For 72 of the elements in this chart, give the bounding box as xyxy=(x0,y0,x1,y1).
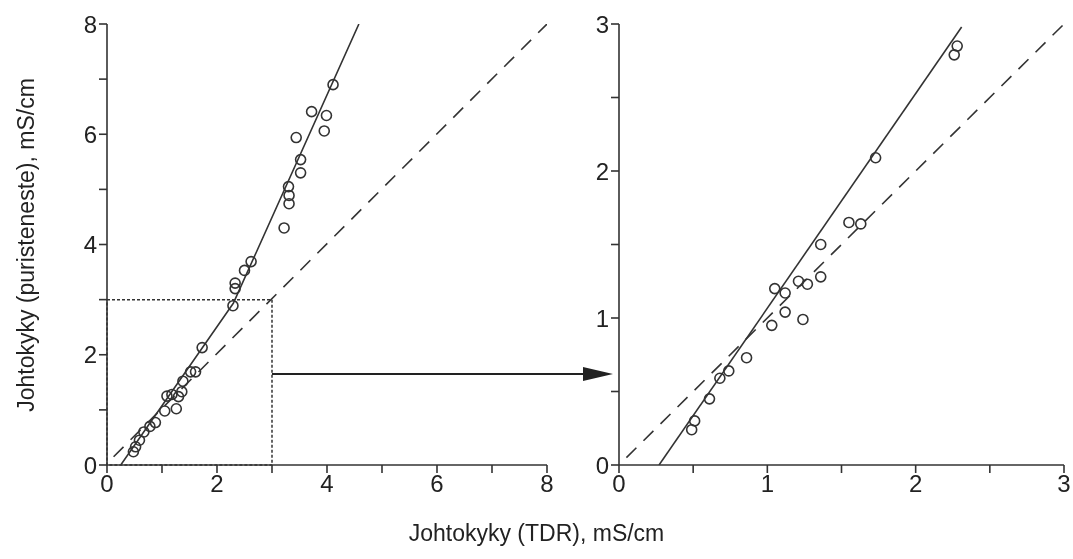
point xyxy=(177,375,189,388)
y-axis-title: Johtokyky (puristeneste), mS/cm xyxy=(12,77,40,412)
x-tick-label: 1 xyxy=(760,470,775,498)
y-tick-label: 2 xyxy=(595,157,609,185)
point xyxy=(144,420,156,433)
point xyxy=(792,275,805,288)
point xyxy=(278,222,290,234)
point xyxy=(814,271,827,283)
point xyxy=(283,189,295,202)
point xyxy=(294,153,307,166)
point xyxy=(948,49,961,61)
point xyxy=(176,385,188,398)
point xyxy=(779,287,791,299)
y-tick-label: 0 xyxy=(595,451,609,479)
point xyxy=(172,390,185,403)
point xyxy=(245,255,257,268)
y-tick-label: 1 xyxy=(595,304,609,332)
point xyxy=(305,105,318,118)
point xyxy=(196,341,208,354)
y-tick-label: 6 xyxy=(83,120,97,148)
point xyxy=(703,393,716,405)
point xyxy=(765,319,778,332)
x-tick-label: 2 xyxy=(908,470,923,498)
point xyxy=(189,366,202,378)
point xyxy=(229,277,241,289)
point xyxy=(688,415,701,427)
x-tick-label: 0 xyxy=(100,470,114,498)
y-tick-label: 2 xyxy=(83,341,97,369)
x-tick-label: 3 xyxy=(1057,470,1071,498)
point xyxy=(138,426,150,438)
y-tick-label: 3 xyxy=(595,10,609,38)
point xyxy=(768,282,781,295)
point xyxy=(951,40,963,52)
y-tick-label: 0 xyxy=(83,451,97,479)
point xyxy=(283,197,295,210)
y-tick-label: 4 xyxy=(83,231,97,259)
point xyxy=(282,180,295,193)
point xyxy=(843,216,855,229)
point xyxy=(149,416,162,429)
point xyxy=(318,125,331,137)
y-tick-label: 8 xyxy=(83,10,97,38)
point xyxy=(801,278,814,290)
point xyxy=(814,238,827,251)
point xyxy=(294,167,307,179)
point xyxy=(685,423,698,436)
point xyxy=(714,372,726,385)
x-tick-label: 0 xyxy=(612,470,626,498)
point xyxy=(779,306,791,318)
point xyxy=(133,434,146,446)
x-tick-label: 2 xyxy=(210,470,224,498)
point xyxy=(170,402,183,415)
point xyxy=(238,264,251,277)
point xyxy=(290,131,302,144)
point xyxy=(854,218,867,230)
point xyxy=(184,366,197,378)
x-tick-label: 6 xyxy=(430,470,444,498)
point xyxy=(229,282,241,295)
point xyxy=(722,365,735,377)
point xyxy=(869,151,882,164)
point xyxy=(161,390,173,402)
point xyxy=(227,299,239,312)
x-tick-label: 4 xyxy=(320,470,334,498)
point xyxy=(158,405,171,417)
point xyxy=(327,78,339,91)
x-tick-label: 8 xyxy=(540,470,554,498)
point xyxy=(166,388,178,401)
point xyxy=(129,441,142,453)
x-axis-title: Johtokyky (TDR), mS/cm xyxy=(407,520,666,547)
point xyxy=(797,313,809,326)
point xyxy=(127,445,140,458)
point xyxy=(740,351,753,364)
point xyxy=(320,109,333,122)
